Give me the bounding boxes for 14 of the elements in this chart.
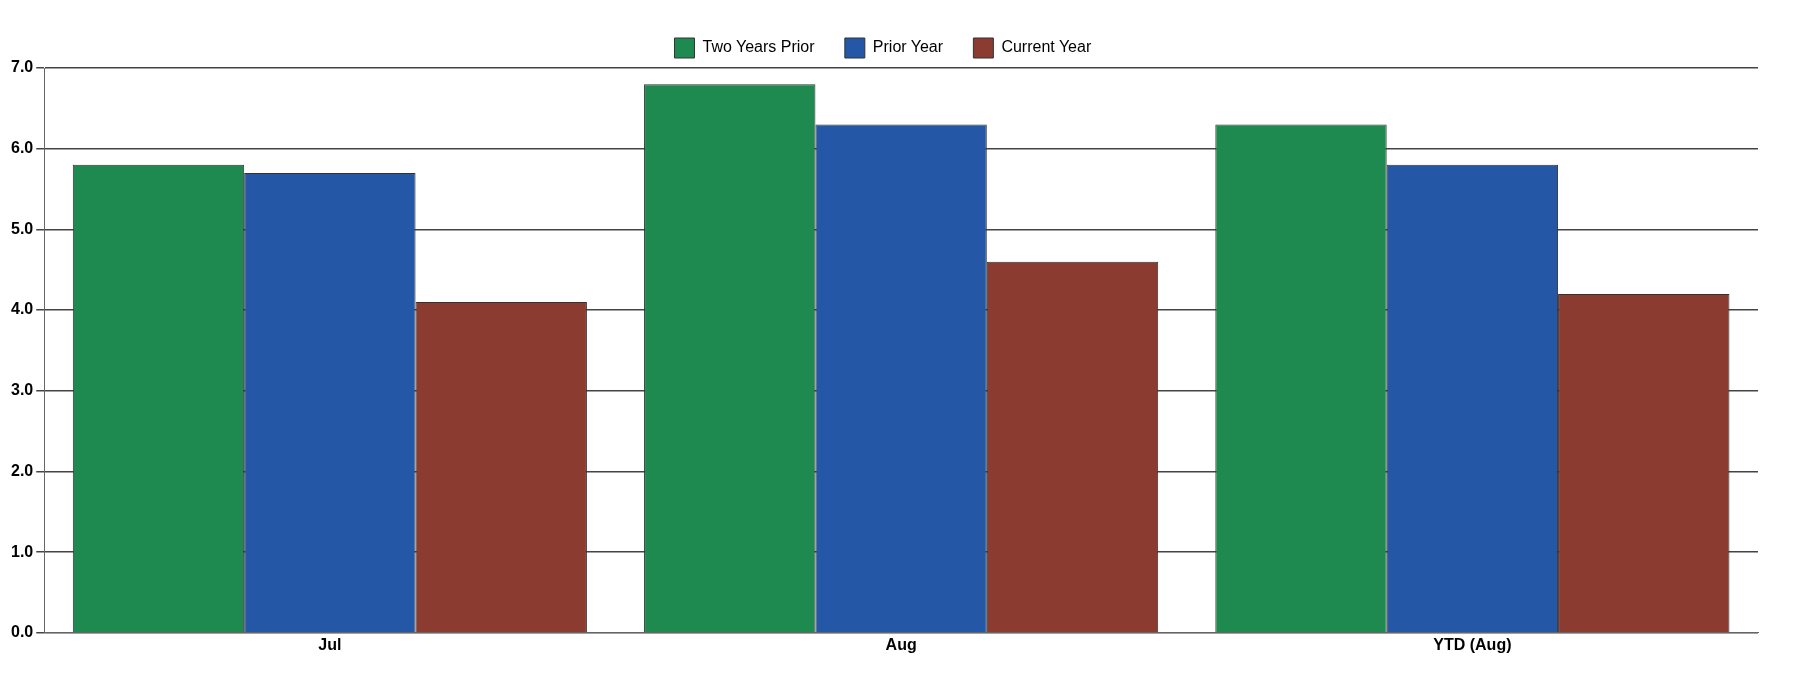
y-tick-label: 7.0 — [10, 58, 34, 76]
legend-label: Current Year — [1001, 38, 1092, 56]
y-tick-label: 0.0 — [10, 623, 34, 641]
y-tick-label: 5.0 — [10, 219, 34, 237]
x-tick-label: Aug — [885, 635, 917, 653]
legend-label: Two Years Prior — [702, 38, 816, 56]
x-tick-label: Jul — [318, 635, 342, 653]
y-tick-label: 2.0 — [10, 461, 34, 479]
y-tick-label: 4.0 — [10, 300, 34, 318]
y-tick-label: 6.0 — [10, 139, 34, 157]
legend-label: Prior Year — [872, 38, 944, 56]
y-tick-label: 3.0 — [10, 381, 34, 399]
x-tick-label: YTD (Aug) — [1433, 635, 1512, 653]
y-tick-label: 1.0 — [10, 542, 34, 560]
